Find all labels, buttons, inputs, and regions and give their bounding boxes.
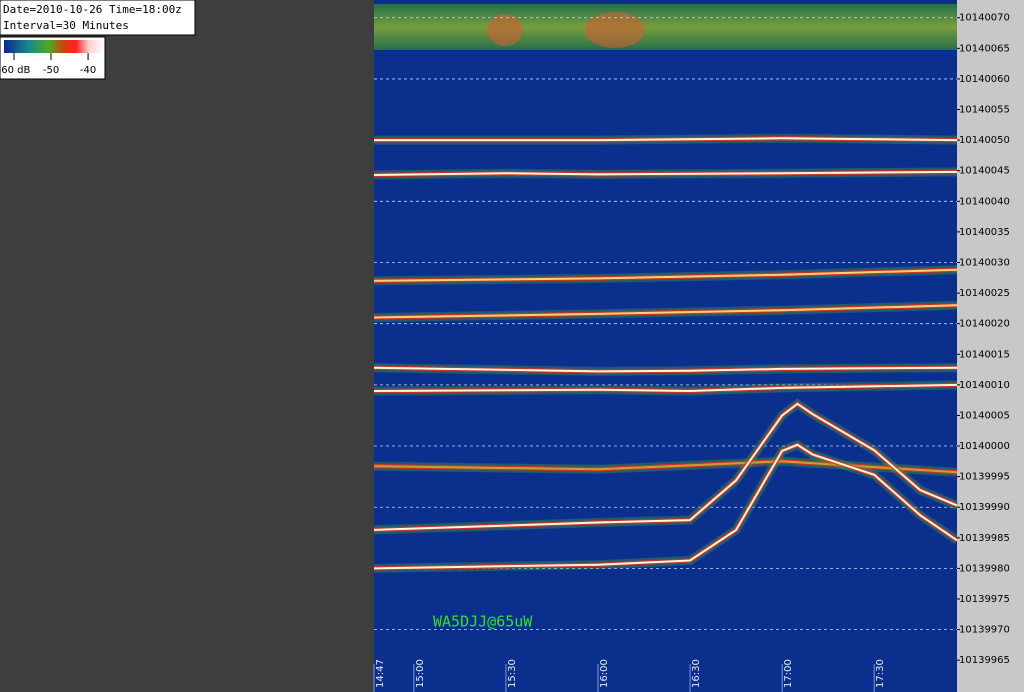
x-tick-label: 17:30 <box>875 659 886 688</box>
colorbar-tick-label: -40 <box>80 65 96 76</box>
y-tick-label: 10139995 <box>959 472 1010 483</box>
date-time: Date=2010-10-26 Time=18:00z <box>3 3 182 16</box>
colorbar-tick-label: -60 dB <box>0 65 30 76</box>
x-tick-label: 17:00 <box>783 659 794 688</box>
x-tick-label: 15:30 <box>507 659 518 688</box>
x-tick-label: 14:47 <box>375 659 386 688</box>
y-tick-label: 10140025 <box>959 288 1010 299</box>
y-tick-label: 10139990 <box>959 502 1010 513</box>
trace <box>373 460 958 474</box>
y-tick-label: 10139975 <box>959 594 1010 605</box>
noise-burst <box>585 12 645 48</box>
y-tick-label: 10139970 <box>959 625 1010 636</box>
noise-band <box>374 4 957 50</box>
trace <box>373 443 958 570</box>
y-tick-label: 10139965 <box>959 655 1010 666</box>
y-tick-label: 10140000 <box>959 441 1010 452</box>
colorbar-tick-label: -50 <box>43 65 59 76</box>
trace <box>373 402 958 531</box>
y-tick-label: 10140010 <box>959 380 1010 391</box>
trace <box>373 304 958 319</box>
y-axis-panel <box>957 0 1024 692</box>
x-tick-label: 16:00 <box>599 659 610 688</box>
trace <box>373 170 958 176</box>
y-tick-label: 10140015 <box>959 349 1010 360</box>
y-tick-label: 10140065 <box>959 43 1010 54</box>
left-panel <box>0 0 374 692</box>
y-tick-label: 10140070 <box>959 13 1010 24</box>
plot-area <box>374 0 957 692</box>
trace <box>373 383 958 393</box>
x-tick-label: 16:30 <box>691 659 702 688</box>
y-tick-label: 10140045 <box>959 166 1010 177</box>
interval: Interval=30 Minutes <box>3 19 129 32</box>
y-tick-label: 10140020 <box>959 319 1010 330</box>
annotation: WA5DJJ@65uW <box>433 613 533 631</box>
y-tick-label: 10140055 <box>959 105 1010 116</box>
y-tick-label: 10140030 <box>959 257 1010 268</box>
y-tick-label: 10139985 <box>959 533 1010 544</box>
y-tick-label: 10140050 <box>959 135 1010 146</box>
y-tick-label: 10139980 <box>959 563 1010 574</box>
y-tick-label: 10140005 <box>959 410 1010 421</box>
y-tick-label: 10140035 <box>959 227 1010 238</box>
y-tick-label: 10140060 <box>959 74 1010 85</box>
x-tick-label: 15:00 <box>415 659 426 688</box>
colorbar <box>4 40 104 53</box>
noise-burst <box>487 14 523 46</box>
y-tick-label: 10140040 <box>959 196 1010 207</box>
info-box <box>0 0 196 36</box>
trace <box>373 366 958 373</box>
trace <box>374 137 958 142</box>
trace <box>373 268 958 282</box>
